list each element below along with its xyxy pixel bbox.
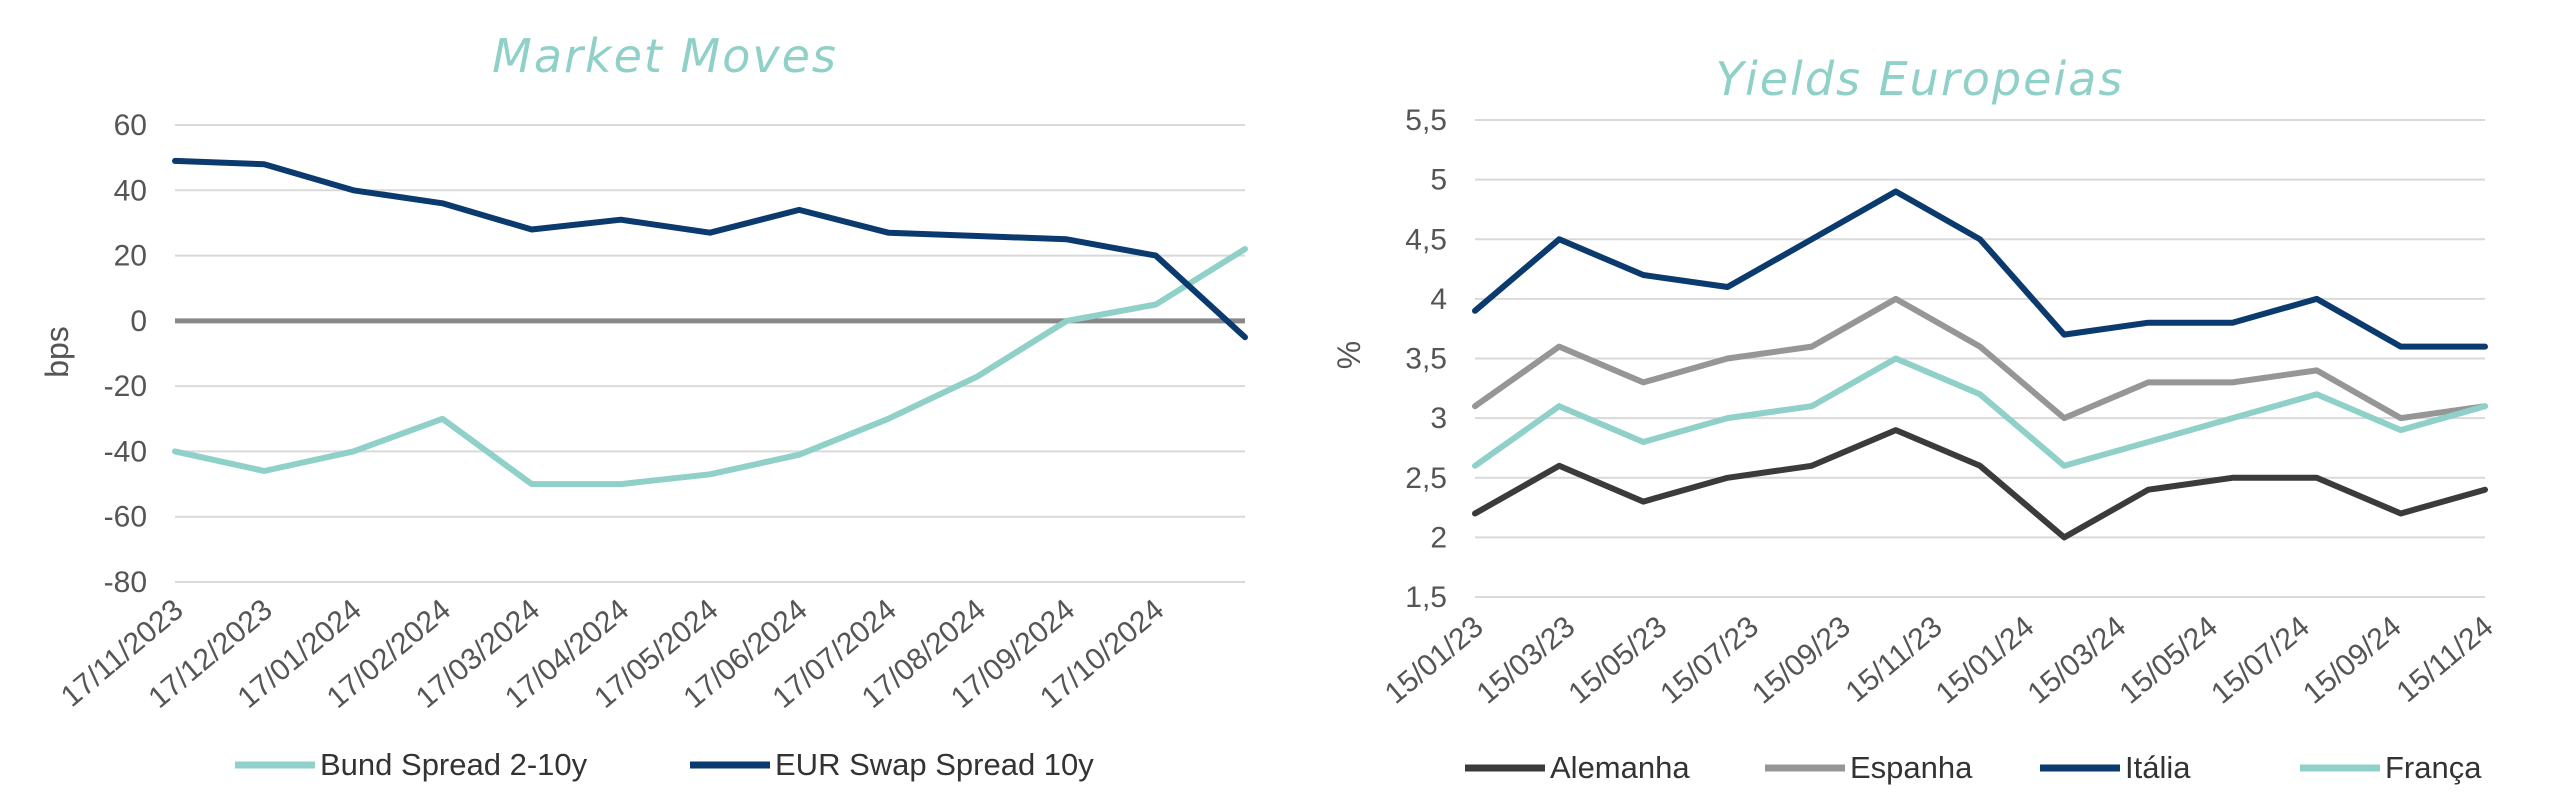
y-axis-label: bps [39, 326, 75, 378]
legend-label: EUR Swap Spread 10y [775, 747, 1094, 782]
legend: Bund Spread 2-10y EUR Swap Spread 10y [235, 747, 1094, 782]
series-line-4 [1472, 355, 2488, 469]
y-tick-label: -80 [104, 566, 147, 599]
legend-label: Espanha [1850, 750, 1973, 785]
yields-europeias-chart: Yields Europeias % 5,5 5 4,5 4 3,5 3 2,5 2 1,5 1… [1331, 52, 2499, 785]
x-tick-label: 15/03/24 [2022, 610, 2133, 710]
y-tick-label: 5 [1430, 164, 1447, 197]
legend: Alemanha Espanha Itália França [1465, 750, 2482, 785]
y-tick-label: -60 [104, 501, 147, 534]
x-tick-label: 15/05/23 [1562, 610, 1673, 710]
market-moves-chart: Market Moves bps 60 40 20 0 -20 -40 -60 -80 17/… [39, 29, 1248, 782]
series-line-1 [1472, 427, 2488, 541]
x-tick-label: 15/01/23 [1379, 610, 1490, 710]
y-tick-label: 0 [130, 305, 147, 338]
x-tick-label: 15/05/24 [2113, 610, 2224, 710]
legend-label: França [2385, 750, 2482, 785]
x-axis-ticks: 15/01/2315/03/2315/05/2315/07/2315/09/23… [1379, 610, 2500, 710]
series-lines [1472, 188, 2488, 541]
x-tick-label: 15/09/23 [1746, 610, 1857, 710]
x-tick-label: 15/09/24 [2297, 610, 2408, 710]
x-tick-label: 15/11/24 [2391, 610, 2500, 709]
legend-label: Itália [2125, 750, 2191, 785]
series-line-1 [172, 246, 1248, 488]
chart-title: Yields Europeias [1716, 52, 2125, 106]
series-line-2 [1472, 295, 2488, 422]
y-tick-label: 1,5 [1405, 581, 1447, 614]
y-tick-label: 3 [1430, 402, 1447, 435]
legend-label: Bund Spread 2-10y [320, 747, 588, 782]
y-tick-label: 60 [114, 109, 147, 142]
series-line-3 [1472, 188, 2488, 350]
y-axis-ticks: 60 40 20 0 -20 -40 -60 -80 [104, 109, 147, 599]
grid [175, 124, 1245, 583]
grid [1475, 119, 2485, 598]
x-tick-label: 15/07/23 [1654, 610, 1765, 710]
y-tick-label: 5,5 [1405, 104, 1447, 137]
x-tick-label: 15/01/24 [1930, 610, 2041, 710]
x-axis-ticks: 17/11/202317/12/202317/01/202417/02/2024… [55, 593, 1170, 715]
y-tick-label: 2 [1430, 521, 1447, 554]
x-tick-label: 15/07/24 [2205, 610, 2316, 710]
y-tick-label: 4 [1430, 283, 1447, 316]
y-tick-label: -40 [104, 435, 147, 468]
y-tick-label: 40 [114, 174, 147, 207]
x-tick-label: 15/11/23 [1840, 610, 1949, 709]
legend-label: Alemanha [1550, 750, 1690, 785]
y-tick-label: 2,5 [1405, 462, 1447, 495]
y-tick-label: 20 [114, 240, 147, 273]
x-tick-label: 15/03/23 [1471, 610, 1582, 710]
y-tick-label: 3,5 [1405, 343, 1447, 376]
y-axis-ticks: 5,5 5 4,5 4 3,5 3 2,5 2 1,5 [1405, 104, 1447, 614]
series-line-2 [172, 157, 1248, 341]
y-axis-label: % [1331, 341, 1367, 369]
y-tick-label: 4,5 [1405, 223, 1447, 256]
chart-title: Market Moves [492, 29, 838, 83]
y-tick-label: -20 [104, 370, 147, 403]
series-lines [172, 157, 1248, 488]
